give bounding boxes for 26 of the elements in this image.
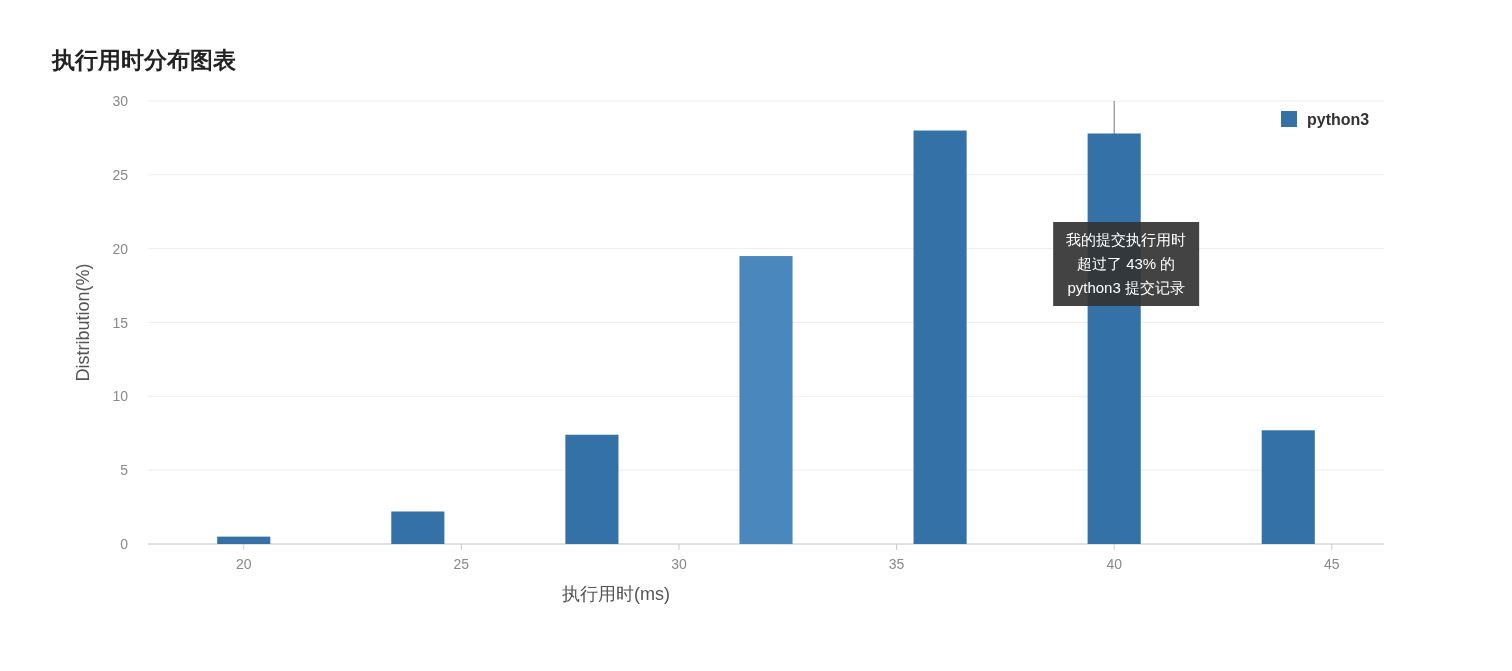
y-tick-label: 15 <box>112 314 129 331</box>
bar <box>1261 430 1315 544</box>
annotation: 超过了 43% 的 <box>1076 255 1176 272</box>
bar <box>913 130 967 544</box>
x-tick-label: 25 <box>453 556 470 572</box>
y-axis-title: Distribution(%) <box>73 263 93 382</box>
bar <box>217 536 271 544</box>
y-tick-label: 0 <box>120 536 129 552</box>
x-tick-label: 20 <box>235 556 252 572</box>
x-tick-label: 35 <box>888 556 905 572</box>
x-tick-label: 40 <box>1106 556 1123 572</box>
x-axis-title: 执行用时(ms) <box>562 584 670 604</box>
legend-label: python3 <box>1307 111 1370 128</box>
bar <box>565 434 619 544</box>
y-tick-label: 10 <box>112 388 129 405</box>
y-tick-label: 20 <box>112 240 129 257</box>
bar <box>739 256 793 544</box>
y-tick-label: 30 <box>112 93 129 109</box>
annotation: 我的提交执行用时 <box>1066 231 1187 248</box>
bar <box>391 511 445 544</box>
x-tick-label: 30 <box>671 556 687 572</box>
x-tick-label: 45 <box>1323 556 1340 572</box>
y-tick-label: 5 <box>120 462 129 479</box>
y-tick-label: 25 <box>112 166 129 183</box>
annotation: python3 提交记录 <box>1067 279 1185 296</box>
chart-title: 执行用时分布图表 <box>51 47 236 73</box>
